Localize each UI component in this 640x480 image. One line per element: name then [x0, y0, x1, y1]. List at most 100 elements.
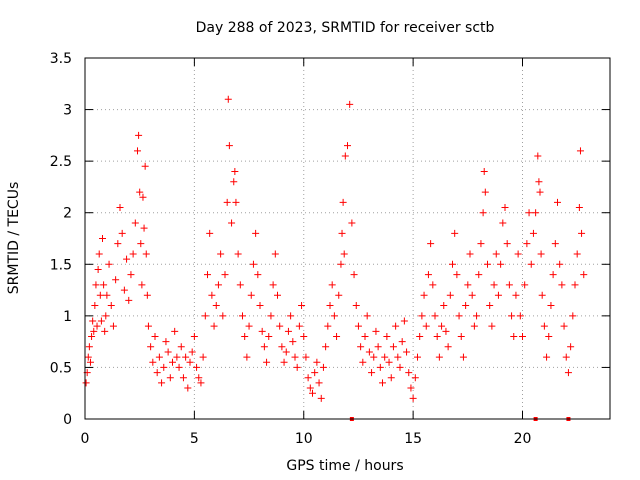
data-point	[249, 260, 257, 268]
data-point	[300, 332, 308, 340]
data-point	[455, 312, 463, 320]
data-point	[480, 167, 488, 175]
data-point	[350, 271, 358, 279]
data-point	[210, 322, 218, 330]
data-point	[90, 327, 98, 335]
data-point	[341, 152, 349, 160]
data-point	[333, 332, 341, 340]
data-point	[143, 291, 151, 299]
data-point	[212, 302, 220, 310]
data-point	[381, 353, 389, 361]
data-point	[311, 369, 319, 377]
data-point	[193, 363, 201, 371]
data-point	[118, 229, 126, 237]
data-point	[490, 281, 498, 289]
data-point	[135, 131, 143, 139]
data-point	[137, 240, 145, 248]
data-point	[129, 250, 137, 258]
data-point	[554, 198, 561, 206]
data-point	[365, 348, 373, 356]
data-point	[416, 332, 424, 340]
data-point	[470, 322, 478, 330]
data-point	[93, 322, 101, 330]
data-point	[206, 229, 214, 237]
data-point	[338, 229, 346, 237]
data-point	[529, 229, 537, 237]
data-point	[475, 271, 483, 279]
data-point	[549, 271, 557, 279]
data-point	[97, 317, 105, 325]
data-point	[560, 322, 568, 330]
data-point	[319, 363, 327, 371]
data-point	[407, 384, 415, 392]
data-point	[302, 353, 310, 361]
data-point	[525, 209, 533, 217]
data-point	[535, 178, 543, 186]
data-point	[501, 204, 509, 212]
data-point	[337, 260, 345, 268]
data-point	[241, 332, 249, 340]
data-point	[169, 358, 176, 366]
data-point	[330, 312, 338, 320]
data-point	[91, 302, 99, 310]
data-point	[99, 235, 106, 242]
data-point	[171, 327, 179, 335]
data-point	[538, 291, 546, 299]
chart-title: Day 288 of 2023, SRMTID for receiver sct…	[196, 20, 495, 36]
data-point	[228, 219, 236, 227]
data-point	[280, 358, 288, 366]
data-point	[234, 250, 242, 258]
data-point	[276, 322, 284, 330]
data-point	[346, 100, 354, 108]
data-point	[82, 379, 90, 387]
data-point	[204, 271, 211, 279]
y-tick-label: 2.5	[50, 154, 72, 170]
data-point	[556, 260, 564, 268]
data-point	[457, 332, 465, 340]
data-point	[484, 260, 491, 268]
y-tick-label: 1	[63, 309, 72, 325]
data-point	[486, 302, 494, 310]
data-point	[462, 302, 470, 310]
data-point	[453, 271, 461, 279]
data-point	[466, 250, 474, 258]
y-tick-label: 3	[63, 103, 72, 119]
data-point	[188, 348, 196, 356]
y-tick-label: 1.5	[50, 257, 72, 273]
data-point	[184, 384, 192, 392]
data-point	[214, 281, 222, 289]
data-point	[492, 250, 500, 258]
data-point	[298, 302, 306, 310]
x-tick-label: 20	[514, 431, 532, 447]
data-point	[521, 281, 529, 289]
data-point	[368, 369, 376, 377]
data-point	[295, 322, 303, 330]
data-point	[306, 384, 314, 392]
data-point	[164, 348, 172, 356]
data-point	[385, 358, 393, 366]
data-point	[551, 240, 559, 248]
data-point	[374, 343, 382, 351]
data-point	[536, 188, 544, 196]
data-point	[236, 281, 244, 289]
data-point	[444, 343, 452, 351]
data-point	[508, 312, 516, 320]
data-point	[516, 312, 524, 320]
data-point	[85, 343, 93, 351]
data-point	[451, 229, 459, 237]
data-point	[328, 281, 336, 289]
data-point	[100, 281, 108, 289]
data-point	[427, 240, 435, 248]
data-point	[540, 322, 548, 330]
data-point	[497, 260, 505, 268]
data-point	[160, 363, 168, 371]
y-tick-label: 3.5	[50, 51, 72, 67]
data-point	[177, 343, 185, 351]
data-point	[103, 291, 111, 299]
y-tick-label: 0.5	[50, 360, 72, 376]
data-point	[89, 317, 97, 325]
data-point	[101, 327, 109, 335]
data-point	[514, 250, 522, 258]
data-point	[394, 353, 402, 361]
data-point	[523, 240, 531, 248]
